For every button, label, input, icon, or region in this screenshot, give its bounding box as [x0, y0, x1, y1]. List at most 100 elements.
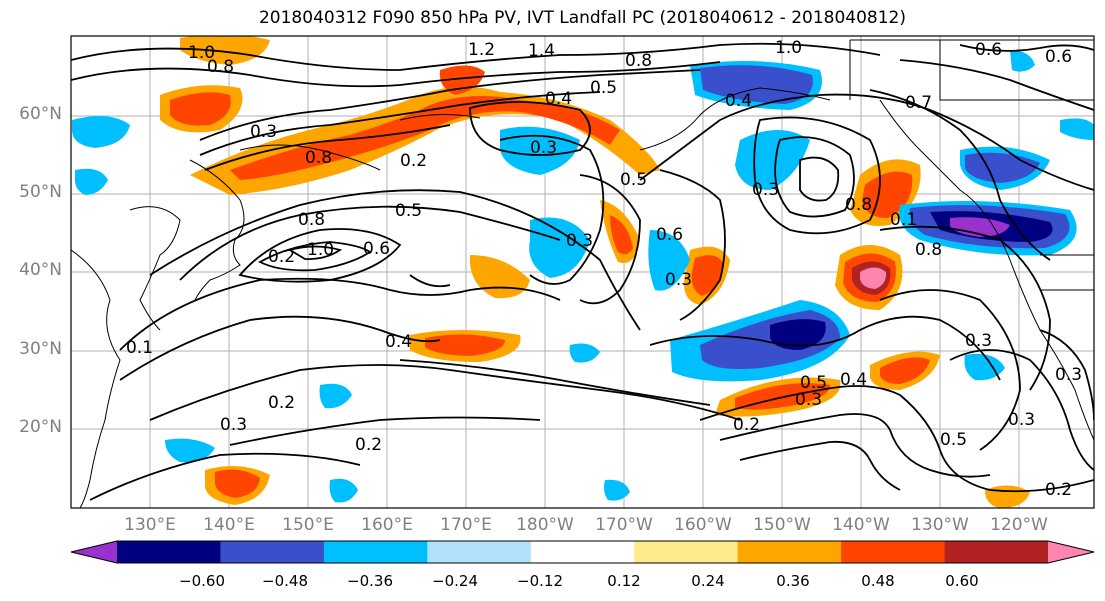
latitude-label: 40°N — [19, 260, 62, 280]
contour-label: 1.2 — [468, 40, 495, 60]
shade-blob — [964, 353, 1005, 381]
longitude-label: 160°E — [361, 515, 413, 535]
contour-label: 0.4 — [545, 89, 572, 109]
contour-label: 0.5 — [940, 430, 967, 450]
contour-label: 0.6 — [1045, 47, 1072, 67]
contour-label: 0.6 — [363, 239, 390, 259]
ivt-contours — [71, 42, 1094, 501]
contour-label: 1.0 — [188, 43, 215, 63]
contour-label: 0.5 — [395, 201, 422, 221]
latitude-label: 60°N — [19, 104, 62, 124]
colorbar-outline — [70, 540, 1095, 564]
longitude-label: 170°W — [595, 515, 653, 535]
contour-label: 0.3 — [795, 390, 822, 410]
longitude-label: 170°E — [440, 515, 492, 535]
colorbar-tick-label: 0.12 — [607, 572, 641, 590]
shade-blob — [469, 255, 530, 299]
shade-blob — [604, 479, 630, 501]
shade-blob — [860, 267, 887, 289]
contour-label: 0.8 — [298, 210, 325, 230]
contour-label: 0.2 — [733, 415, 760, 435]
contour-label: 0.5 — [620, 170, 647, 190]
latitude-label: 30°N — [19, 339, 62, 359]
shade-blob — [880, 357, 930, 384]
shade-blob — [215, 469, 260, 498]
shade-blob — [700, 65, 813, 104]
shade-blob — [950, 217, 1010, 237]
colorbar-tick-label: −0.12 — [517, 572, 563, 590]
contour-label: 0.3 — [220, 415, 247, 435]
contour-label: 0.6 — [975, 40, 1002, 60]
contour-label: 0.2 — [400, 151, 427, 171]
contour-label: 1.0 — [775, 38, 802, 58]
colorbar-swatch — [634, 541, 739, 563]
shade-blob — [529, 217, 590, 278]
contour-label: 0.3 — [530, 138, 557, 158]
longitude-label: 160°W — [674, 515, 732, 535]
colorbar-swatch — [841, 541, 946, 563]
contour-label: 0.3 — [1055, 365, 1082, 385]
contour-label: 0.4 — [840, 370, 867, 390]
colorbar-extension-high — [1048, 541, 1094, 563]
longitude-label: 140°E — [203, 515, 255, 535]
contour-label-layer: 1.0 0.8 1.2 1.4 0.8 1.0 0.6 0.6 0.4 0.5 … — [126, 38, 1082, 500]
contour-label: 0.8 — [845, 195, 872, 215]
shade-blob — [1010, 50, 1035, 72]
contour-label: 0.5 — [590, 78, 617, 98]
shade-blob — [319, 383, 352, 409]
contour-label: 0.6 — [656, 225, 683, 245]
shade-blob — [75, 168, 108, 195]
shade-blob — [569, 343, 600, 363]
colorbar-tick-label: 0.24 — [691, 572, 725, 590]
longitude-label: 120°W — [990, 515, 1048, 535]
shade-blob — [425, 334, 505, 356]
longitude-label: 180°W — [516, 515, 574, 535]
contour-label: 0.3 — [965, 331, 992, 351]
shade-blob — [1060, 118, 1094, 140]
contour-label: 0.3 — [250, 122, 277, 142]
latitude-label: 50°N — [19, 182, 62, 202]
contour-label: 1.4 — [528, 41, 555, 61]
contour-label: 0.4 — [385, 332, 412, 352]
longitude-label: 130°W — [911, 515, 969, 535]
colorbar-swatch — [117, 541, 221, 563]
contour-label: 1.0 — [307, 240, 334, 260]
contour-label: 0.3 — [752, 180, 779, 200]
colorbar-swatch — [737, 541, 842, 563]
contour-label: 0.2 — [1045, 480, 1072, 500]
shade-blob — [610, 215, 633, 255]
coastlines — [71, 39, 1094, 508]
shade-blob — [180, 36, 270, 65]
contour-label: 0.5 — [800, 373, 827, 393]
contour-label: 0.3 — [665, 270, 692, 290]
colorbar-tick-label: −0.36 — [347, 572, 393, 590]
colorbar-swatch — [323, 541, 428, 563]
pv-shading — [72, 36, 1094, 508]
shade-blob — [72, 116, 130, 148]
contour-label: 0.1 — [126, 338, 153, 358]
shade-blob — [985, 485, 1030, 508]
shade-blob — [165, 438, 215, 463]
contour-label: 0.8 — [305, 148, 332, 168]
shade-blob — [170, 92, 231, 126]
longitude-label: 150°W — [753, 515, 811, 535]
map-title: 2018040312 F090 850 hPa PV, IVT Landfall… — [258, 8, 906, 28]
longitude-label: 150°E — [282, 515, 334, 535]
shade-blob — [648, 230, 690, 291]
colorbar — [70, 540, 1095, 564]
contour-label: 0.1 — [890, 210, 917, 230]
colorbar-extension-low — [71, 541, 117, 563]
latitude-label: 20°N — [19, 417, 62, 437]
contour-label: 0.8 — [625, 51, 652, 71]
colorbar-tick-label: 0.48 — [861, 572, 895, 590]
contour-label: 0.4 — [725, 91, 752, 111]
contour-label: 0.2 — [268, 393, 295, 413]
shade-blob — [329, 478, 358, 503]
colorbar-tick-label: 0.36 — [776, 572, 810, 590]
colorbar-tick-label: −0.60 — [179, 572, 225, 590]
longitude-label: 140°W — [832, 515, 890, 535]
contour-label: 0.3 — [1008, 410, 1035, 430]
contour-label: 0.2 — [355, 435, 382, 455]
shade-blob — [230, 96, 620, 180]
